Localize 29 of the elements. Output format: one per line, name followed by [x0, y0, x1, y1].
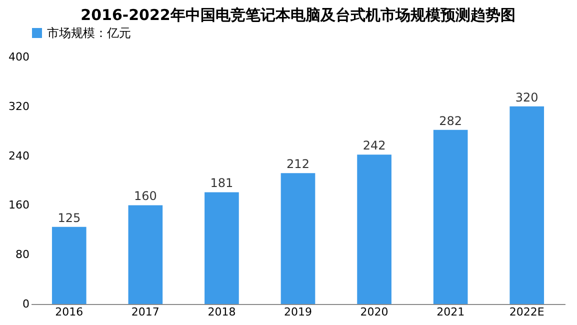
x-tick-label: 2021 [436, 306, 465, 318]
bar [510, 106, 544, 304]
bar [433, 130, 468, 304]
x-tick-label: 2016 [55, 306, 84, 318]
y-tick-label: 400 [8, 50, 30, 64]
data-label: 242 [362, 138, 386, 153]
bar [357, 154, 392, 304]
data-label: 125 [58, 210, 81, 225]
bar [204, 192, 239, 304]
data-label: 320 [515, 90, 538, 104]
bar [128, 205, 163, 304]
y-tick-label: 320 [8, 100, 30, 113]
bar [280, 173, 316, 304]
y-tick-label: 240 [8, 149, 30, 162]
legend-label: 市场规模：亿元 [47, 26, 131, 40]
x-tick-label: 2022E [509, 306, 544, 318]
data-label: 282 [439, 114, 462, 128]
chart-title: 2016-2022年中国电竞笔记本电脑及台式机市场规模预测趋势图 [80, 6, 516, 24]
x-tick-label: 2019 [284, 306, 312, 318]
bar [52, 226, 86, 304]
x-tick-label: 2020 [360, 306, 388, 318]
x-tick-label: 2017 [131, 306, 160, 318]
data-label: 212 [286, 157, 310, 172]
x-tick-label: 2018 [208, 306, 236, 318]
y-tick-label: 0 [22, 298, 30, 310]
y-tick-label: 80 [16, 248, 30, 262]
data-label: 181 [210, 176, 234, 190]
data-label: 160 [134, 189, 157, 204]
y-tick-label: 160 [8, 198, 30, 212]
